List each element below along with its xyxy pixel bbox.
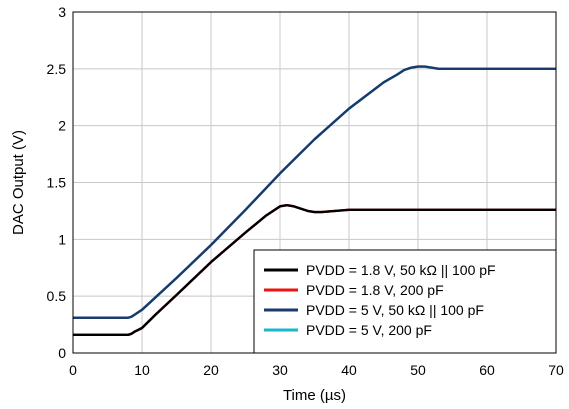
y-tick-label: 1.5	[47, 175, 67, 191]
y-tick-label: 1	[58, 231, 66, 247]
y-tick-label: 2	[58, 118, 66, 134]
legend-entry: PVDD = 5 V, 50 kΩ || 100 pF	[306, 302, 484, 318]
x-tick-label: 40	[341, 362, 357, 378]
y-tick-label: 0.5	[47, 288, 67, 304]
x-tick-labels: 0 10 20 30 40 50 60 70	[69, 362, 564, 378]
legend-entry: PVDD = 1.8 V, 200 pF	[306, 282, 444, 298]
y-tick-labels: 0 0.5 1 1.5 2 2.5 3	[47, 4, 67, 361]
legend-entry: PVDD = 5 V, 200 pF	[306, 322, 432, 338]
x-tick-label: 30	[272, 362, 288, 378]
y-axis-title: DAC Output (V)	[10, 130, 27, 235]
x-tick-label: 20	[203, 362, 219, 378]
y-tick-label: 0	[58, 345, 66, 361]
series-line-0	[73, 204, 556, 337]
y-tick-label: 3	[58, 4, 66, 20]
x-tick-label: 0	[69, 362, 77, 378]
legend-entry: PVDD = 1.8 V, 50 kΩ || 100 pF	[306, 262, 496, 278]
series-line-2	[73, 65, 556, 319]
x-axis-title: Time (µs)	[283, 387, 346, 404]
legend-box	[253, 249, 557, 354]
x-tick-label: 10	[134, 362, 150, 378]
x-tick-label: 50	[410, 362, 426, 378]
series-lines	[73, 65, 556, 337]
y-tick-label: 2.5	[47, 61, 67, 77]
x-tick-label: 70	[548, 362, 564, 378]
x-tick-label: 60	[479, 362, 495, 378]
legend: PVDD = 1.8 V, 50 kΩ || 100 pF PVDD = 1.8 …	[253, 249, 557, 354]
